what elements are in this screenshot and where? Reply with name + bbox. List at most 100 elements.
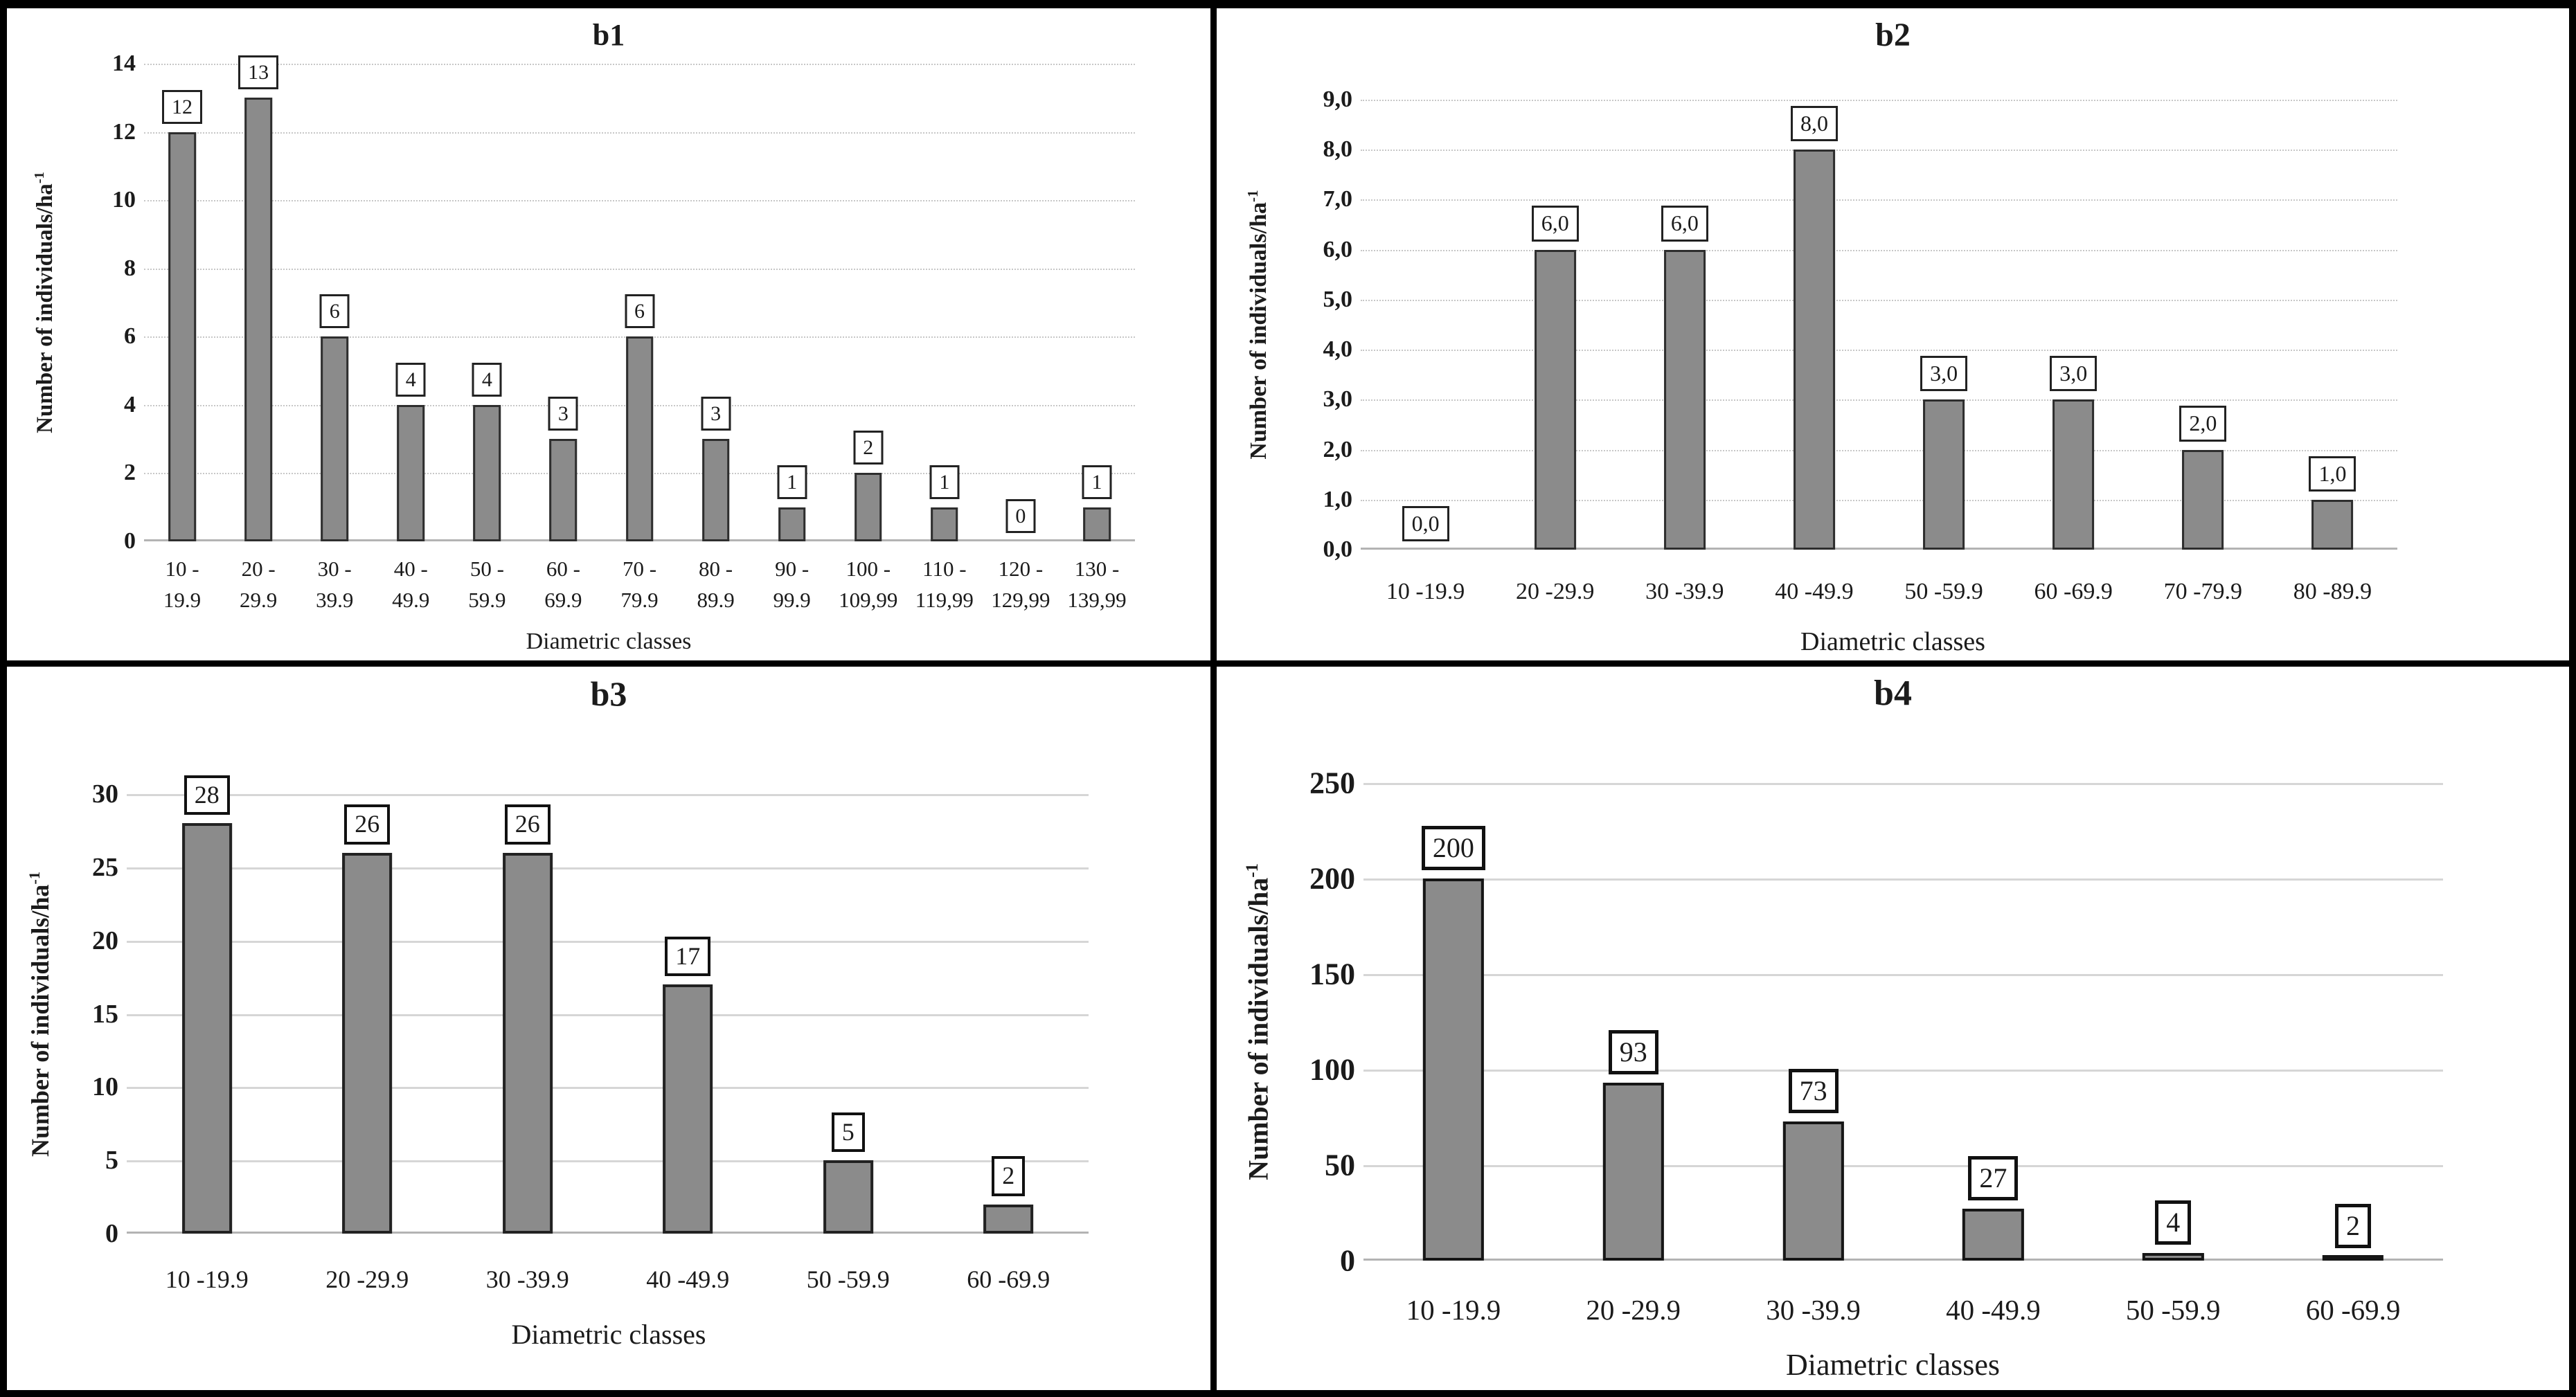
bar-slot: 2	[929, 794, 1089, 1234]
x-axis-title: Diametric classes	[1800, 627, 1985, 657]
y-tick-label: 8,0	[1323, 136, 1353, 163]
y-axis-title: Number of individuals/ha-1	[7, 794, 73, 1234]
y-tick-label: 8	[124, 255, 136, 281]
x-axis-baseline	[1363, 1259, 2443, 1261]
bar-value-label: 6,0	[1661, 206, 1708, 242]
x-tick-label: 110 - 119,99	[906, 554, 983, 616]
x-tick-label: 20 -29.9	[1490, 575, 1620, 609]
bar-slot: 3	[525, 64, 601, 541]
y-axis-title-superscript: -1	[1244, 190, 1261, 202]
bar-value-label: 1,0	[2309, 456, 2356, 492]
bar-slot: 26	[447, 794, 608, 1234]
bar	[244, 98, 272, 541]
x-tick-label-line: 20 -29.9	[325, 1265, 409, 1293]
x-tick-label-line: 139,99	[1067, 587, 1127, 612]
y-axis-title: Number of individuals/ha-1	[7, 64, 83, 541]
bar-value-label: 2	[2335, 1204, 2372, 1249]
bar	[1794, 150, 1835, 550]
y-axis-title-superscript: -1	[25, 871, 43, 885]
gridline	[1363, 878, 2443, 881]
bar-value-label: 3	[548, 397, 578, 431]
x-tick-label: 30 -39.9	[447, 1261, 608, 1297]
bar-value-label: 13	[238, 55, 279, 90]
chart-title: b4	[1874, 674, 1912, 713]
x-tick-label-line: 50 -59.9	[806, 1265, 890, 1293]
x-tick-label-line: 60 -69.9	[2305, 1294, 2401, 1326]
bar-slot: 2	[2263, 783, 2443, 1261]
gridline	[144, 132, 1135, 134]
x-tick-label: 10 -19.9	[1363, 1290, 1544, 1331]
gridline	[127, 1160, 1089, 1163]
gridline	[144, 200, 1135, 202]
x-tick-label: 50 -59.9	[768, 1261, 929, 1297]
x-tick-label-line: 50 -	[469, 557, 504, 581]
bar-value-label: 2	[853, 431, 884, 465]
x-axis-title: Diametric classes	[511, 1319, 706, 1351]
bar-value-label: 26	[344, 804, 391, 845]
bar-value-label: 3	[701, 397, 731, 431]
x-tick-label: 60 -69.9	[929, 1261, 1089, 1297]
y-axis-title-text: Number of individuals/ha	[33, 183, 57, 433]
x-axis-ticks: 10 -19.9 20 -29.9 30 -39.9 40 -49.9 50 -59.9…	[1361, 575, 2397, 609]
bar-slot: 27	[1903, 783, 2083, 1261]
bar-slot: 3	[678, 64, 754, 541]
gridline	[1361, 299, 2397, 301]
x-tick-label: 100 - 109,99	[830, 554, 906, 616]
bar	[983, 1204, 1034, 1234]
gridline	[1361, 499, 2397, 501]
x-tick-label: 80 - 89.9	[678, 554, 754, 616]
x-tick-label: 10 -19.9	[127, 1261, 287, 1297]
bar	[502, 852, 553, 1234]
x-tick-label: 50 -59.9	[449, 554, 525, 616]
y-axis-ticks: 0,0 1,0 2,0 3,0 4,0 5,0 6,0 7,0 8,0 9,0	[1300, 87, 1361, 562]
bar-slots: 28 26 26 17 5 2	[127, 775, 1089, 1234]
x-tick-label-line: 40 -49.9	[1946, 1294, 2041, 1326]
y-axis-title-text: Number of individuals/ha	[1242, 877, 1274, 1180]
chart-title: b2	[1875, 17, 1911, 53]
bar-value-label: 17	[665, 936, 711, 977]
bar-slot: 1,0	[2268, 100, 2397, 550]
bar-slot: 0	[983, 64, 1059, 541]
x-tick-label-line: 40 -	[393, 557, 428, 581]
plot-area: 0,0 6,0 6,0 8,0 3,0 3,0 2,0 1,0	[1361, 100, 2397, 550]
y-tick-label: 25	[92, 852, 118, 882]
x-tick-label-line: 20 -29.9	[1516, 579, 1595, 604]
x-tick-label: 30 -39.9	[296, 554, 373, 616]
y-tick-label: 50	[1325, 1148, 1355, 1182]
x-tick-label-line: 50 -59.9	[1904, 579, 1983, 604]
x-tick-label: 20 -29.9	[287, 1261, 448, 1297]
bar-value-label: 2,0	[2179, 406, 2227, 442]
x-axis-baseline	[1361, 548, 2397, 550]
x-tick-label: 50 -59.9	[2083, 1290, 2263, 1331]
bar-value-label: 0,0	[1402, 505, 1449, 541]
x-tick-label: 30 -39.9	[1620, 575, 1749, 609]
gridline	[127, 1013, 1089, 1016]
x-tick-label: 70 -79.9	[2138, 575, 2268, 609]
x-tick-label: 40 -49.9	[1749, 575, 1879, 609]
bar-slot: 4	[2083, 783, 2263, 1261]
x-tick-label-line: 130 -	[1074, 557, 1120, 581]
gridline	[1361, 100, 2397, 101]
y-tick-label: 250	[1309, 766, 1355, 800]
x-tick-label-line: 120 -	[998, 557, 1044, 581]
y-tick-label: 12	[112, 118, 136, 145]
x-tick-label-line: 30 -39.9	[1766, 1294, 1861, 1326]
bar-slot: 26	[287, 794, 448, 1234]
y-tick-label: 0,0	[1323, 537, 1353, 562]
bar-slot: 12	[144, 64, 220, 541]
x-axis-ticks: 10 -19.9 20 -29.9 30 -39.9 40 -49.9 50 -59.9…	[144, 554, 1135, 616]
bar-slot: 13	[220, 55, 296, 541]
gridline	[1361, 350, 2397, 352]
bar-value-label: 26	[504, 804, 551, 845]
y-tick-label: 7,0	[1323, 186, 1353, 213]
bar	[778, 507, 806, 541]
x-tick-label: 20 -29.9	[1544, 1290, 1724, 1331]
x-tick-label: 20 -29.9	[220, 554, 296, 616]
x-tick-label-line: 129,99	[991, 587, 1050, 612]
x-tick-label-line: 10 -19.9	[1386, 579, 1465, 604]
x-axis-title: Diametric classes	[526, 628, 692, 654]
bar	[2052, 399, 2095, 550]
x-tick-label-line: 70 -	[622, 557, 657, 581]
y-tick-label: 10	[92, 1072, 118, 1102]
bar	[1422, 878, 1485, 1261]
